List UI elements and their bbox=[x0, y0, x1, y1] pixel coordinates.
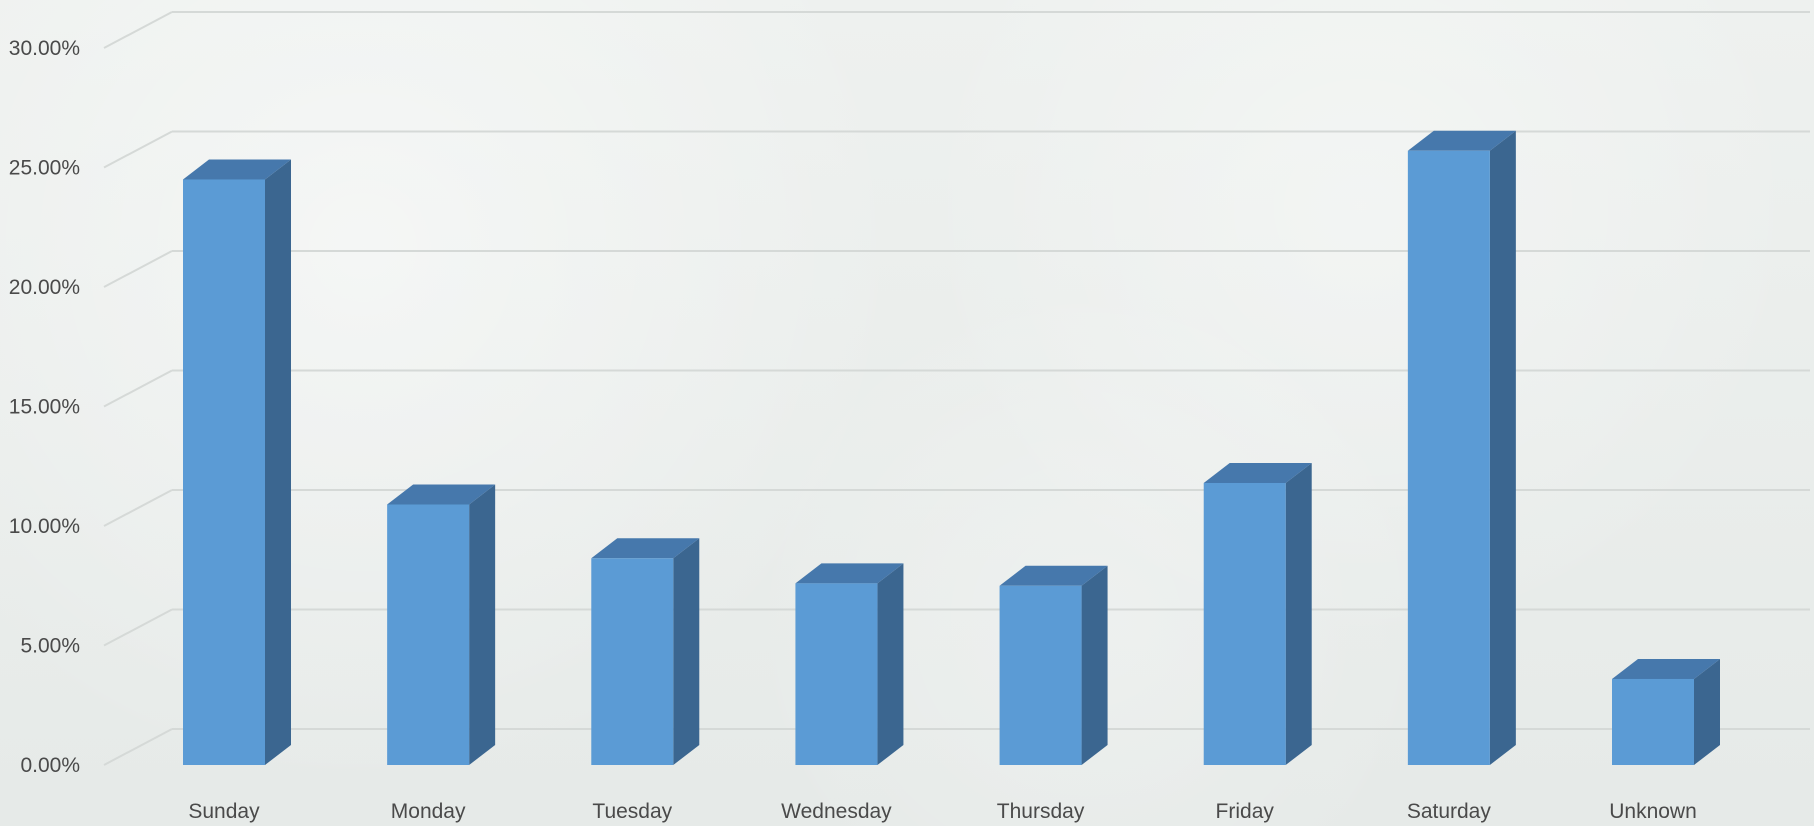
bar-monday bbox=[387, 484, 496, 765]
y-tick-label: 20.00% bbox=[9, 276, 80, 299]
bar-side bbox=[877, 563, 904, 765]
bar-wednesday bbox=[795, 563, 904, 765]
bar-front bbox=[1203, 482, 1286, 765]
x-category-label: Saturday bbox=[1407, 800, 1492, 823]
bar-front bbox=[591, 558, 674, 765]
bar-top bbox=[183, 159, 291, 180]
gridline-diagonal bbox=[103, 489, 173, 527]
bars-layer bbox=[183, 130, 1720, 765]
gridline-diagonal bbox=[103, 728, 173, 766]
bar-side bbox=[1081, 565, 1108, 765]
bar-sunday bbox=[183, 159, 291, 765]
bar-tuesday bbox=[591, 538, 700, 765]
y-tick-label: 10.00% bbox=[9, 515, 80, 538]
bar-front bbox=[795, 583, 878, 765]
bar-front bbox=[1407, 150, 1490, 765]
bar-side bbox=[1285, 462, 1312, 765]
bar-side bbox=[1694, 658, 1720, 765]
bar-front bbox=[387, 504, 470, 765]
bar-top bbox=[591, 538, 700, 559]
x-category-label: Sunday bbox=[188, 800, 260, 823]
bar-thursday bbox=[999, 565, 1108, 765]
gridline-diagonal bbox=[103, 11, 173, 49]
x-category-label: Friday bbox=[1216, 800, 1275, 823]
bar-top bbox=[999, 565, 1108, 586]
bar-unknown bbox=[1612, 658, 1720, 765]
bar-front bbox=[1612, 678, 1694, 765]
bar-side bbox=[265, 159, 291, 765]
y-tick-label: 15.00% bbox=[9, 396, 80, 419]
bar-top bbox=[387, 484, 496, 505]
x-category-label: Thursday bbox=[997, 800, 1085, 823]
x-axis-categories: Sunday Monday Tuesday Wednesday Thursday Frid… bbox=[188, 800, 1696, 823]
bar-friday bbox=[1203, 462, 1312, 765]
bar-front bbox=[999, 585, 1082, 765]
grid-layer bbox=[103, 11, 1810, 766]
x-category-label: Wednesday bbox=[781, 800, 892, 823]
gridline-diagonal bbox=[103, 250, 173, 288]
gridline-diagonal bbox=[103, 608, 173, 647]
bar-front bbox=[183, 179, 265, 765]
bar-side bbox=[673, 538, 700, 765]
bar-side bbox=[469, 484, 496, 765]
bar-top bbox=[1407, 130, 1516, 151]
gridline-diagonal bbox=[103, 369, 173, 408]
bar-top bbox=[795, 563, 904, 584]
x-category-label: Monday bbox=[391, 800, 466, 823]
y-tick-label: 0.00% bbox=[20, 754, 80, 777]
y-tick-label: 25.00% bbox=[9, 157, 80, 180]
bar-top bbox=[1203, 462, 1312, 483]
bar-saturday bbox=[1407, 130, 1516, 765]
y-tick-label: 5.00% bbox=[20, 635, 80, 658]
bar-top bbox=[1612, 658, 1720, 679]
gridline-diagonal bbox=[103, 130, 173, 169]
y-axis-ticks: 0.00% 5.00% 10.00% 15.00% 20.00% 25.00% 30.00% bbox=[9, 37, 80, 777]
x-category-label: Unknown bbox=[1609, 800, 1697, 823]
x-category-label: Tuesday bbox=[592, 800, 672, 823]
y-tick-label: 30.00% bbox=[9, 37, 80, 60]
bar-side bbox=[1489, 130, 1516, 765]
